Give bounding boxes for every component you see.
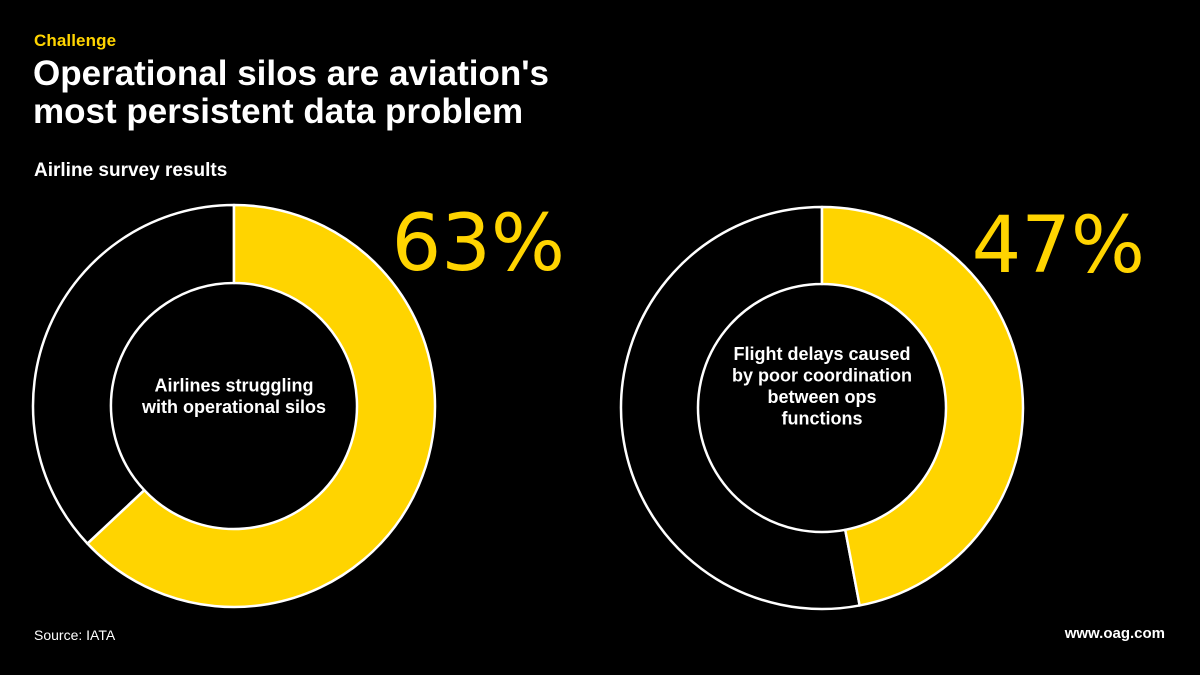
- donut-slice-highlight: [86, 203, 437, 609]
- donut-center-label-line: functions: [782, 408, 863, 428]
- page-title-line-2: most persistent data problem: [33, 92, 524, 131]
- source-note: Source: IATA: [34, 627, 116, 643]
- donut-chart-1: 63% Airlines struggling with operational s…: [31, 199, 565, 609]
- donut-slice-remainder: [619, 205, 861, 611]
- donut-center-label: Flight delays caused by poor coordination…: [732, 344, 912, 429]
- page-title: Operational silos are aviation's most pe…: [33, 55, 733, 131]
- donut-center-label-line: Airlines struggling: [154, 375, 313, 395]
- donut-center-label-line: by poor coordination: [732, 365, 912, 385]
- donut-value-label: 63%: [392, 199, 565, 289]
- section-eyebrow: Challenge: [34, 31, 117, 50]
- donut-center-label-line: between ops: [767, 387, 876, 407]
- donut-chart-2: 47% Flight delays caused by poor coordinat…: [619, 201, 1145, 611]
- donut-slice-highlight: [820, 205, 1025, 607]
- donut-center-label: Airlines struggling with operational silo…: [141, 375, 326, 417]
- donut-slice-remainder: [31, 203, 236, 545]
- site-url: www.oag.com: [1064, 625, 1165, 642]
- donut-center-label-line: with operational silos: [141, 397, 326, 417]
- chart-subtitle: Airline survey results: [34, 160, 228, 181]
- donut-value-label: 47%: [972, 201, 1145, 291]
- donut-center-label-line: Flight delays caused: [733, 344, 910, 364]
- page-title-line-1: Operational silos are aviation's: [33, 54, 550, 93]
